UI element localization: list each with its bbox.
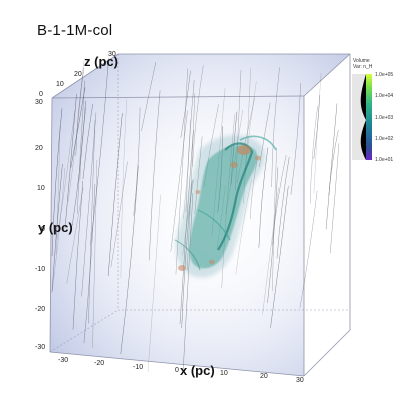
colorbar: [352, 74, 372, 160]
colorbar-tick: 1.0e+03: [375, 115, 394, 121]
colorbar-title-line1: Volume: [353, 58, 370, 64]
y-axis-ticks: 30 20 10 0 -10 -20 -30: [35, 99, 45, 351]
x-tick: -20: [94, 360, 104, 367]
field-line: [107, 113, 123, 277]
field-line: [313, 94, 321, 159]
field-line: [55, 126, 61, 256]
field-line: [309, 106, 318, 204]
field-line: [258, 147, 269, 248]
x-tick: 30: [296, 377, 304, 384]
field-line: [313, 72, 322, 194]
field-line: [141, 61, 157, 131]
field-line: [192, 65, 204, 168]
y-tick: 30: [35, 99, 43, 106]
field-line: [83, 183, 96, 344]
colorbar-tick: 1.0e+01: [375, 157, 394, 163]
field-line: [328, 129, 339, 196]
field-line: [120, 99, 128, 279]
field-line: [262, 187, 279, 315]
x-axis-label: x (pc): [180, 363, 215, 378]
colorbar-tick: 1.0e+05: [375, 72, 394, 78]
colorbar-gradient: [366, 74, 372, 160]
y-tick: -10: [35, 266, 45, 273]
field-line: [88, 120, 96, 324]
y-tick: 10: [37, 185, 45, 192]
z-tick: 20: [74, 71, 82, 78]
field-line: [147, 194, 161, 373]
field-line: [325, 103, 338, 230]
field-line: [81, 112, 97, 297]
field-line: [79, 107, 87, 180]
z-tick: 0: [39, 91, 43, 98]
dense-cloud: [174, 135, 277, 278]
y-axis-label: y (pc): [38, 220, 73, 235]
y-tick: 0: [41, 226, 45, 233]
field-line: [329, 143, 340, 254]
field-line: [272, 147, 277, 291]
field-line: [133, 107, 141, 216]
field-line: [92, 159, 98, 348]
x-tick: 10: [220, 370, 228, 377]
x-tick: 0: [175, 367, 179, 374]
field-line: [70, 87, 86, 168]
y-tick: -30: [35, 344, 45, 351]
colorbar-tick: 1.0e+02: [375, 136, 394, 142]
field-line: [72, 180, 84, 330]
field-line: [148, 90, 161, 261]
z-tick: 10: [56, 81, 64, 88]
y-tick: -20: [35, 306, 45, 313]
field-line: [71, 100, 86, 226]
colorbar-title: Volume Var: n_H: [353, 58, 372, 70]
field-line: [120, 165, 139, 355]
field-line: [271, 154, 287, 246]
field-line: [82, 103, 93, 180]
colorbar-title-line2: Var: n_H: [353, 64, 373, 70]
field-line: [66, 187, 84, 284]
field-line: [51, 163, 63, 292]
z-axis-label: z (pc): [84, 54, 118, 69]
field-line: [276, 157, 290, 259]
field-line: [75, 67, 85, 156]
field-line: [270, 186, 289, 328]
plot-title: B-1-1M-col: [37, 22, 113, 39]
field-line: [90, 58, 109, 245]
z-axis-ticks: 30 20 10 0: [39, 51, 116, 98]
bounding-box: [49, 53, 351, 377]
colorbar-opacity-curve: [352, 74, 366, 160]
field-line: [51, 168, 66, 293]
field-line: [271, 67, 280, 188]
field-line: [64, 93, 77, 229]
y-tick: 20: [35, 145, 43, 152]
field-line: [299, 190, 318, 309]
x-tick: -30: [58, 357, 68, 364]
colorbar-tick: 1.0e+04: [375, 93, 394, 99]
field-line: [56, 109, 76, 240]
field-line: [290, 82, 302, 195]
x-axis-ticks: -30 -20 -10 0 10 20 30: [58, 357, 304, 384]
x-tick: 20: [260, 373, 268, 380]
field-line: [185, 79, 195, 213]
x-tick: -10: [133, 364, 143, 371]
field-line: [267, 167, 278, 303]
field-line: [110, 161, 128, 268]
field-line: [180, 70, 191, 138]
field-line: [51, 108, 63, 257]
z-tick: 30: [108, 51, 116, 58]
field-line: [170, 110, 188, 252]
